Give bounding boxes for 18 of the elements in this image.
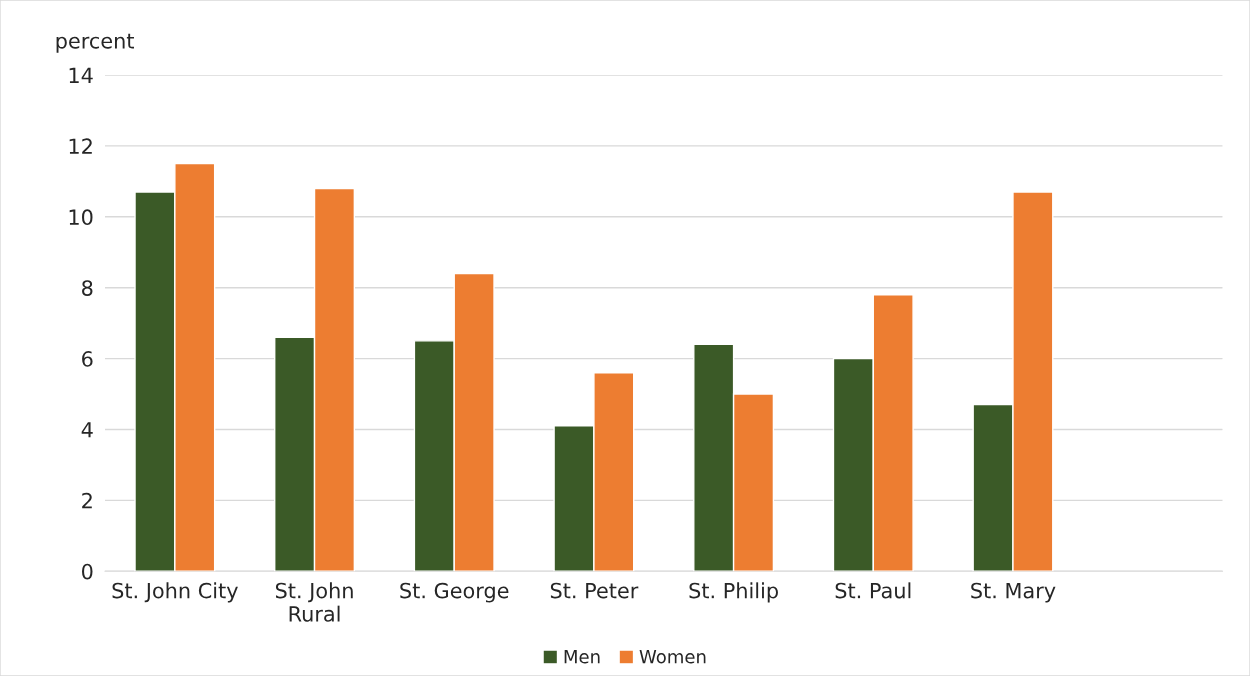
x-tick-label: St. Mary xyxy=(971,582,1056,603)
x-tick-label: St. George xyxy=(400,582,509,603)
x-tick-label: St. John Rural xyxy=(275,582,353,622)
legend-label: Women xyxy=(639,650,706,664)
x-tick-label: St. John City xyxy=(112,582,238,603)
y-tick-label: 12 xyxy=(69,138,92,154)
x-tick-label: St. Peter xyxy=(550,582,639,599)
y-tick-label: 14 xyxy=(69,67,93,83)
y-tick-label: 8 xyxy=(82,280,93,296)
x-tick-label: St. Paul xyxy=(835,582,911,599)
y-tick-label: 10 xyxy=(69,209,93,226)
y-tick-label: 2 xyxy=(82,492,92,509)
y-tick-label: 6 xyxy=(82,351,93,367)
x-tick-label: St. Philip xyxy=(689,582,778,603)
y-axis-title: percent xyxy=(56,33,134,53)
legend-label: Men xyxy=(564,650,600,664)
y-tick-label: 4 xyxy=(81,422,93,438)
y-tick-label: 0 xyxy=(82,563,93,580)
